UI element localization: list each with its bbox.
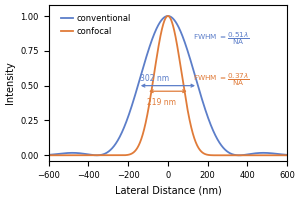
conventional — [147, 48, 151, 50]
Line: conventional: conventional — [49, 16, 287, 155]
confocal — [166, 15, 170, 17]
Line: confocal: confocal — [49, 16, 287, 155]
Y-axis label: Intensity: Intensity — [5, 61, 15, 104]
confocal — [220, 154, 224, 156]
Text: FWHM $= \dfrac{0.51\lambda}{\mathrm{NA}}$: FWHM $= \dfrac{0.51\lambda}{\mathrm{NA}}… — [193, 31, 250, 47]
confocal — [47, 154, 50, 156]
X-axis label: Lateral Distance (nm): Lateral Distance (nm) — [115, 185, 221, 195]
confocal — [160, 27, 164, 30]
confocal — [72, 154, 75, 156]
conventional — [95, 154, 99, 156]
Text: FWHM $= \dfrac{0.37\lambda}{\mathrm{NA}}$: FWHM $= \dfrac{0.37\lambda}{\mathrm{NA}}… — [193, 72, 250, 88]
confocal — [147, 105, 151, 107]
conventional — [220, 145, 224, 148]
conventional — [285, 154, 289, 156]
Legend: conventional, confocal: conventional, confocal — [58, 11, 134, 39]
Text: 302 nm: 302 nm — [140, 74, 169, 83]
Text: 219 nm: 219 nm — [147, 98, 176, 107]
confocal — [278, 154, 282, 156]
conventional — [266, 152, 270, 154]
conventional — [160, 18, 164, 21]
confocal — [149, 94, 153, 96]
conventional — [166, 15, 170, 17]
conventional — [149, 42, 153, 44]
confocal — [285, 154, 289, 156]
conventional — [278, 153, 282, 155]
conventional — [47, 154, 50, 156]
confocal — [266, 154, 270, 156]
